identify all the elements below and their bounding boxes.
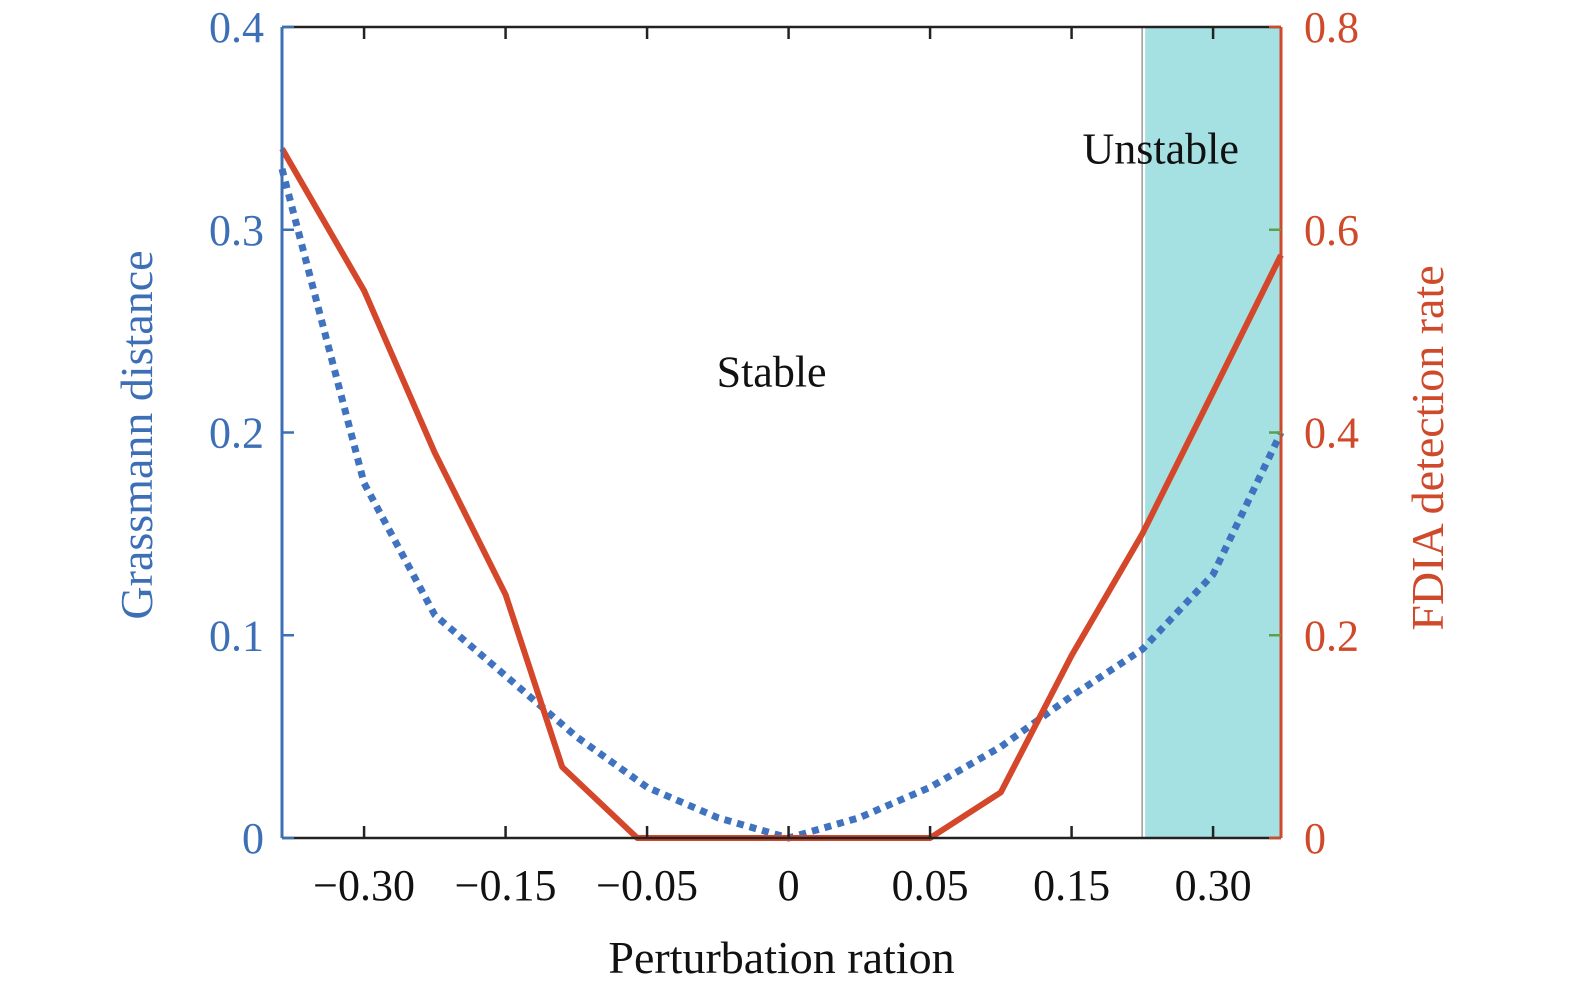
left-y-tick-label: 0.4 [209,3,264,52]
x-tick-label: −0.05 [596,861,698,910]
x-axis-title: Perturbation ration [608,932,954,983]
left-y-tick-label: 0 [242,814,264,863]
right-y-tick-label: 0.6 [1304,206,1359,255]
right-y-axis-title: FDIA detection rate [1402,265,1453,630]
left-y-tick-label: 0.1 [209,611,264,660]
left-y-tick-label: 0.3 [209,206,264,255]
grassmann-distance-line [278,168,1285,842]
x-tick-label: −0.15 [455,861,557,910]
right-y-tick-label: 0.4 [1304,409,1359,458]
right-y-tick-label: 0.8 [1304,3,1359,52]
annotation-stable: Stable [717,348,827,397]
right-y-tick-label: 0.2 [1304,611,1359,660]
right-y-tick-label: 0 [1304,814,1326,863]
x-tick-label: −0.30 [313,861,415,910]
x-tick-label: 0 [778,861,800,910]
x-tick-label: 0.30 [1175,861,1252,910]
left-y-axis-title: Grassmann distance [111,250,162,619]
shaded-region-layer [1141,27,1281,838]
annotation-unstable: Unstable [1083,125,1239,174]
fdia-detection-rate-line [279,147,1284,841]
unstable-region [1145,27,1281,838]
ticks-layer [282,25,1281,840]
left-y-tick-label: 0.2 [209,409,264,458]
labels-layer: −0.30 −0.15 −0.05 0 0.05 0.15 0.30 0 0.1 0.2 0.3 0.… [111,3,1453,983]
series-layer [278,147,1285,842]
x-tick-label: 0.05 [892,861,969,910]
x-tick-label: 0.15 [1033,861,1110,910]
